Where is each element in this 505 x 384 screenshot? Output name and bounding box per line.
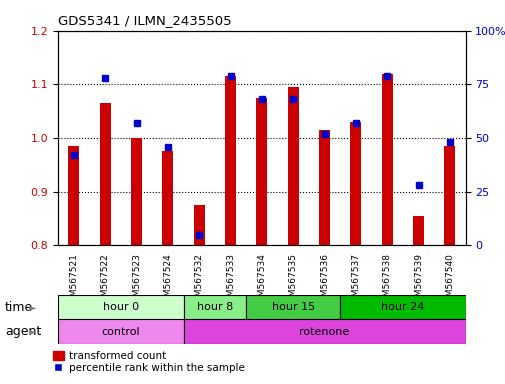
Bar xyxy=(58,319,183,344)
Bar xyxy=(99,103,111,245)
Bar xyxy=(193,205,204,245)
Text: agent: agent xyxy=(5,325,41,338)
Legend: transformed count, percentile rank within the sample: transformed count, percentile rank withi… xyxy=(53,351,244,373)
Bar xyxy=(183,319,465,344)
Text: time: time xyxy=(5,301,33,314)
Bar xyxy=(256,98,267,245)
Bar xyxy=(443,146,454,245)
Bar xyxy=(131,138,142,245)
Bar xyxy=(246,295,339,319)
Text: control: control xyxy=(102,326,140,337)
Bar xyxy=(68,146,79,245)
Text: hour 0: hour 0 xyxy=(103,302,139,313)
Bar xyxy=(162,151,173,245)
Bar xyxy=(412,216,423,245)
Text: hour 8: hour 8 xyxy=(196,302,232,313)
Bar xyxy=(339,295,465,319)
Text: ►: ► xyxy=(29,302,36,313)
Text: hour 15: hour 15 xyxy=(271,302,314,313)
Bar xyxy=(58,295,183,319)
Bar xyxy=(287,87,298,245)
Text: hour 24: hour 24 xyxy=(380,302,424,313)
Text: rotenone: rotenone xyxy=(299,326,349,337)
Text: GDS5341 / ILMN_2435505: GDS5341 / ILMN_2435505 xyxy=(58,14,231,27)
Bar xyxy=(381,74,392,245)
Bar xyxy=(349,122,361,245)
Bar xyxy=(183,295,246,319)
Text: ►: ► xyxy=(29,326,36,337)
Bar xyxy=(319,130,329,245)
Bar xyxy=(225,76,235,245)
